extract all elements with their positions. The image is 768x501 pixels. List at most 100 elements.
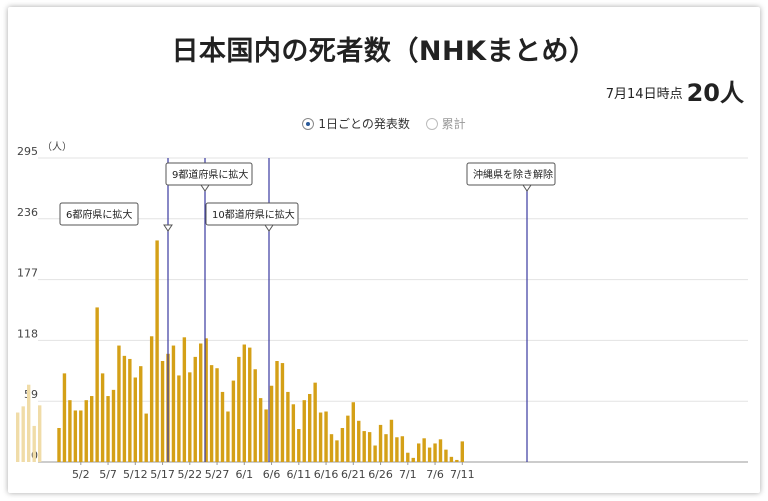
x-tick-label: 6/6	[263, 468, 281, 481]
bar	[313, 382, 317, 462]
bar	[280, 363, 285, 462]
y-tick-label: 118	[17, 327, 38, 340]
chart-title: 日本国内の死者数（NHKまとめ）	[171, 36, 597, 67]
status-date: 7月14日時点	[605, 87, 683, 102]
radio-unselected-icon	[425, 117, 438, 130]
bar	[378, 424, 383, 462]
annotation-box	[466, 162, 556, 186]
bar	[400, 436, 405, 462]
bar	[57, 427, 61, 462]
faded-bar	[38, 405, 42, 462]
bar	[253, 369, 257, 462]
bar	[160, 361, 165, 462]
status-count: 20人	[686, 79, 744, 107]
bar	[106, 396, 110, 462]
bar	[422, 438, 426, 462]
bar	[155, 240, 159, 462]
x-tick-label: 6/1	[235, 468, 253, 481]
cumulative-option-label: 累計	[441, 117, 466, 131]
bar	[373, 445, 377, 462]
annotation-box	[59, 202, 139, 226]
bar	[427, 447, 432, 462]
chart-card: 日本国内の死者数（NHKまとめ） 7月14日時点 20人 1日ごとの発表数 累計	[8, 7, 760, 493]
annotation-pointer	[264, 224, 274, 232]
x-tick-label: 7/1	[399, 468, 417, 481]
bar	[84, 400, 88, 462]
annotation-label: 10都道府県に拡大	[212, 208, 295, 221]
faded-bar	[32, 425, 36, 462]
x-tick-label: 7/11	[450, 468, 475, 481]
bar	[340, 427, 345, 462]
bar	[62, 373, 67, 462]
y-tick-label: 236	[17, 206, 38, 219]
bar	[286, 391, 290, 462]
view-toggle: 1日ごとの発表数 累計	[8, 115, 760, 133]
bar	[111, 389, 116, 462]
bar	[199, 343, 203, 462]
bar	[133, 377, 137, 462]
bar	[433, 443, 437, 462]
bar	[231, 380, 236, 462]
bar	[269, 385, 274, 462]
x-tick-label: 6/21	[341, 468, 366, 481]
bar	[204, 338, 208, 462]
bar	[351, 402, 355, 462]
x-tick-label: 5/17	[150, 468, 175, 481]
bar	[335, 440, 339, 462]
bar	[226, 411, 230, 462]
annotation-label: 6都府県に拡大	[66, 208, 132, 221]
bar	[460, 441, 464, 462]
bar	[406, 452, 410, 462]
bar	[139, 366, 143, 462]
bar	[264, 409, 268, 462]
bar	[237, 356, 241, 462]
x-tick-label: 6/26	[368, 468, 393, 481]
bar	[455, 459, 459, 462]
x-tick-label: 6/16	[314, 468, 339, 481]
bar	[242, 344, 246, 462]
bar	[346, 415, 350, 462]
bar	[275, 361, 279, 462]
bar	[411, 457, 415, 462]
bar	[117, 345, 121, 462]
bar	[329, 434, 334, 462]
y-unit-label: （人）	[42, 141, 72, 153]
x-tick-label: 7/6	[426, 468, 444, 481]
x-tick-label: 5/12	[123, 468, 148, 481]
bar	[384, 434, 388, 462]
annotation-pointer	[163, 224, 173, 232]
cumulative-radio-option[interactable]: 累計	[425, 115, 466, 132]
bar	[367, 432, 372, 462]
bar	[258, 398, 263, 462]
bar	[68, 400, 72, 462]
bar	[90, 396, 94, 462]
bar	[302, 400, 306, 462]
annotation-pointer	[200, 184, 210, 192]
bar	[209, 365, 214, 462]
bar	[79, 410, 83, 462]
x-tick-label: 5/2	[72, 468, 90, 481]
y-tick-label: 59	[24, 388, 38, 401]
bar	[171, 345, 176, 462]
bar	[144, 413, 148, 462]
bar	[177, 375, 181, 462]
bar	[149, 336, 154, 462]
x-tick-label: 6/11	[286, 468, 311, 481]
x-tick-label: 5/27	[205, 468, 230, 481]
bar	[297, 429, 301, 462]
bar	[324, 411, 328, 462]
bar	[248, 347, 252, 462]
bar	[188, 372, 192, 462]
bar	[444, 449, 448, 462]
bar	[95, 307, 99, 462]
daily-radio-option[interactable]: 1日ごとの発表数	[302, 115, 410, 132]
x-tick-label: 5/22	[177, 468, 202, 481]
radio-selected-icon	[302, 117, 315, 130]
bar	[128, 358, 132, 462]
bar	[417, 443, 421, 462]
bar	[182, 337, 187, 462]
latest-status: 7月14日時点 20人	[606, 73, 744, 108]
annotation-box	[205, 202, 299, 226]
faded-bar	[16, 412, 20, 462]
bar	[449, 456, 454, 462]
